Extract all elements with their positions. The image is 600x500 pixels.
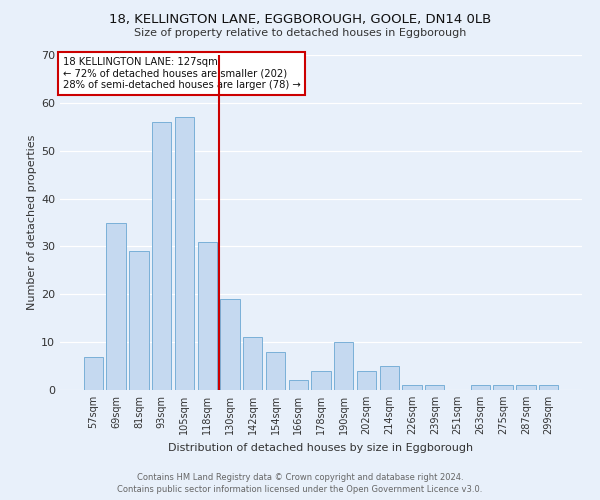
Bar (289, 380, 308, 390)
Bar (129, 251, 149, 390)
Bar (403, 385, 422, 390)
Bar (220, 299, 239, 390)
Text: Contains HM Land Registry data © Crown copyright and database right 2024.
Contai: Contains HM Land Registry data © Crown c… (118, 472, 482, 494)
Bar (266, 352, 285, 390)
Bar (175, 117, 194, 390)
Text: 18, KELLINGTON LANE, EGGBOROUGH, GOOLE, DN14 0LB: 18, KELLINGTON LANE, EGGBOROUGH, GOOLE, … (109, 12, 491, 26)
Bar (243, 338, 262, 390)
Bar (470, 385, 490, 390)
Bar (84, 356, 103, 390)
Bar (106, 222, 126, 390)
Bar (152, 122, 172, 390)
Text: 18 KELLINGTON LANE: 127sqm
← 72% of detached houses are smaller (202)
28% of sem: 18 KELLINGTON LANE: 127sqm ← 72% of deta… (62, 56, 301, 90)
Bar (380, 366, 399, 390)
Bar (197, 242, 217, 390)
Bar (334, 342, 353, 390)
Bar (357, 371, 376, 390)
Bar (493, 385, 513, 390)
X-axis label: Distribution of detached houses by size in Eggborough: Distribution of detached houses by size … (169, 442, 473, 452)
Text: Size of property relative to detached houses in Eggborough: Size of property relative to detached ho… (134, 28, 466, 38)
Bar (516, 385, 536, 390)
Bar (539, 385, 558, 390)
Bar (425, 385, 445, 390)
Bar (311, 371, 331, 390)
Y-axis label: Number of detached properties: Number of detached properties (27, 135, 37, 310)
